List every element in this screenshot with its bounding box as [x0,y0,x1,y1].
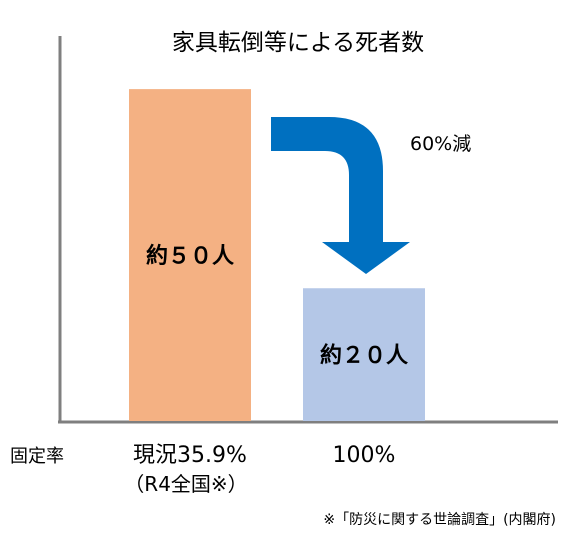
chart-title: 家具転倒等による死者数 [172,30,424,56]
category-sublabel-1: （R4全国※） [124,472,247,496]
reduction-annotation: 60%減 [410,133,471,155]
bar-value-label-2: 約２０人 [320,343,408,369]
bar-2 [303,288,425,421]
x-axis-name: 固定率 [10,446,64,467]
reduction-arrow-icon [271,117,410,274]
bar-1 [129,89,251,421]
axes [58,36,558,424]
bar-value-label-1: 約５０人 [146,243,234,269]
source-note: ※「防災に関する世論調査」(内閣府) [323,512,556,528]
category-label-2: 100% [333,443,396,468]
category-label-1: 現況35.9% [133,443,247,468]
category-labels: 現況35.9% （R4全国※） 100% [124,443,395,496]
